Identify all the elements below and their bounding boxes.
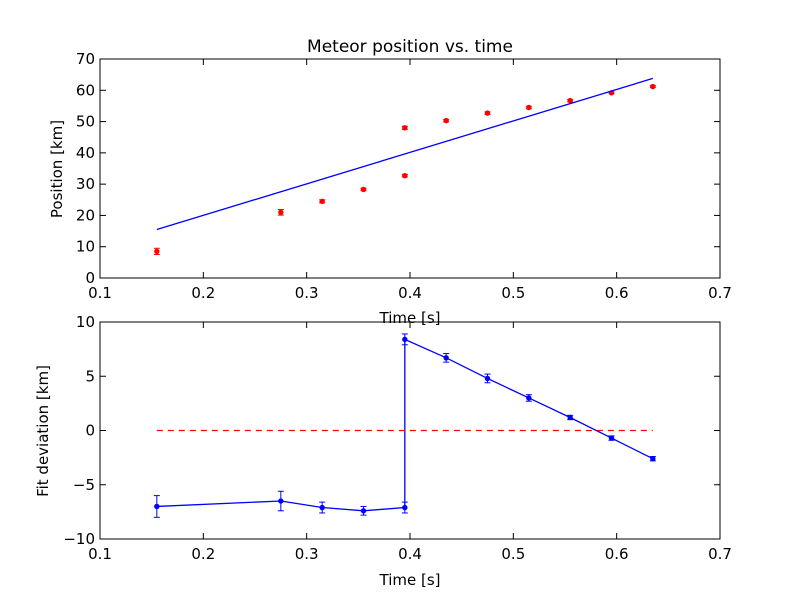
position-data-point xyxy=(526,104,532,111)
position-y-tick-label: 50 xyxy=(76,113,95,131)
position-x-tick-label: 0.2 xyxy=(191,284,215,302)
position-data-point xyxy=(484,110,491,116)
position-x-tick-label: 0.3 xyxy=(295,284,319,302)
deviation-chart-ticks: 0.1 0.2 0.3 0.4 0.5 0.6 0.7 −10 −5 0 5 10 xyxy=(63,313,732,563)
position-chart-ticks: 0.1 0.2 0.3 0.4 0.5 0.6 0.7 0 10 20 30 40 50 60 70 xyxy=(76,50,732,302)
position-data-point xyxy=(402,125,408,131)
position-data-point xyxy=(567,97,573,104)
deviation-x-tick-label: 0.4 xyxy=(398,545,422,563)
deviation-x-tick-label: 0.6 xyxy=(605,545,629,563)
deviation-data-point xyxy=(484,375,491,382)
position-y-tick-label: 40 xyxy=(76,144,95,162)
position-x-tick-label: 0.1 xyxy=(88,284,112,302)
position-x-tick-label: 0.5 xyxy=(501,284,525,302)
position-y-tick-label: 10 xyxy=(76,238,95,256)
deviation-data-point xyxy=(526,395,532,401)
position-data-point xyxy=(154,248,160,255)
deviation-data-point xyxy=(402,336,408,343)
position-plot-frame xyxy=(99,58,721,279)
deviation-y-tick-label: 10 xyxy=(76,313,95,331)
deviation-data-point xyxy=(402,504,408,511)
position-chart-marks xyxy=(153,77,656,256)
position-data-point xyxy=(402,172,408,179)
deviation-y-axis-label: Fit deviation [km] xyxy=(34,365,52,497)
position-x-tick-label: 0.6 xyxy=(605,284,629,302)
deviation-x-tick-label: 0.3 xyxy=(295,545,319,563)
position-data-point xyxy=(650,83,656,90)
deviation-x-tick-label: 0.7 xyxy=(708,545,732,563)
position-y-tick-label: 30 xyxy=(76,175,95,193)
deviation-x-axis-label: Time [s] xyxy=(379,571,441,589)
position-y-axis-label: Position [km] xyxy=(48,120,66,218)
position-data-point xyxy=(319,198,325,205)
deviation-x-tick-label: 0.1 xyxy=(88,545,112,563)
position-series-line xyxy=(156,77,654,231)
position-data-point xyxy=(360,186,367,193)
position-chart-title: Meteor position vs. time xyxy=(307,37,513,57)
position-y-tick-label: 70 xyxy=(76,50,95,68)
position-data-point xyxy=(278,209,284,216)
deviation-y-tick-label: −5 xyxy=(73,476,95,494)
position-x-tick-label: 0.4 xyxy=(398,284,422,302)
deviation-data-point xyxy=(278,498,284,504)
deviation-series-line xyxy=(156,338,654,512)
deviation-data-point xyxy=(567,414,573,421)
position-x-tick-label: 0.7 xyxy=(708,284,732,302)
deviation-data-point xyxy=(360,508,367,514)
deviation-data-point xyxy=(319,504,325,511)
position-data-point xyxy=(443,117,449,124)
position-panel: Meteor position vs. time 0.1 0.2 0.3 0.4 0.5… xyxy=(48,37,732,327)
deviation-data-point xyxy=(608,435,615,441)
deviation-y-tick-label: 5 xyxy=(85,367,95,385)
deviation-x-tick-label: 0.5 xyxy=(501,545,525,563)
deviation-data-point xyxy=(650,456,656,462)
position-y-tick-label: 0 xyxy=(85,269,95,287)
deviation-data-point xyxy=(154,503,160,510)
deviation-y-tick-label: −10 xyxy=(63,530,95,548)
position-y-tick-label: 20 xyxy=(76,206,95,224)
deviation-plot-frame xyxy=(99,321,721,540)
position-y-tick-label: 60 xyxy=(76,81,95,99)
deviation-x-tick-label: 0.2 xyxy=(191,545,215,563)
deviation-chart-marks xyxy=(153,333,656,518)
deviation-data-point xyxy=(443,355,449,361)
deviation-y-tick-label: 0 xyxy=(85,422,95,440)
